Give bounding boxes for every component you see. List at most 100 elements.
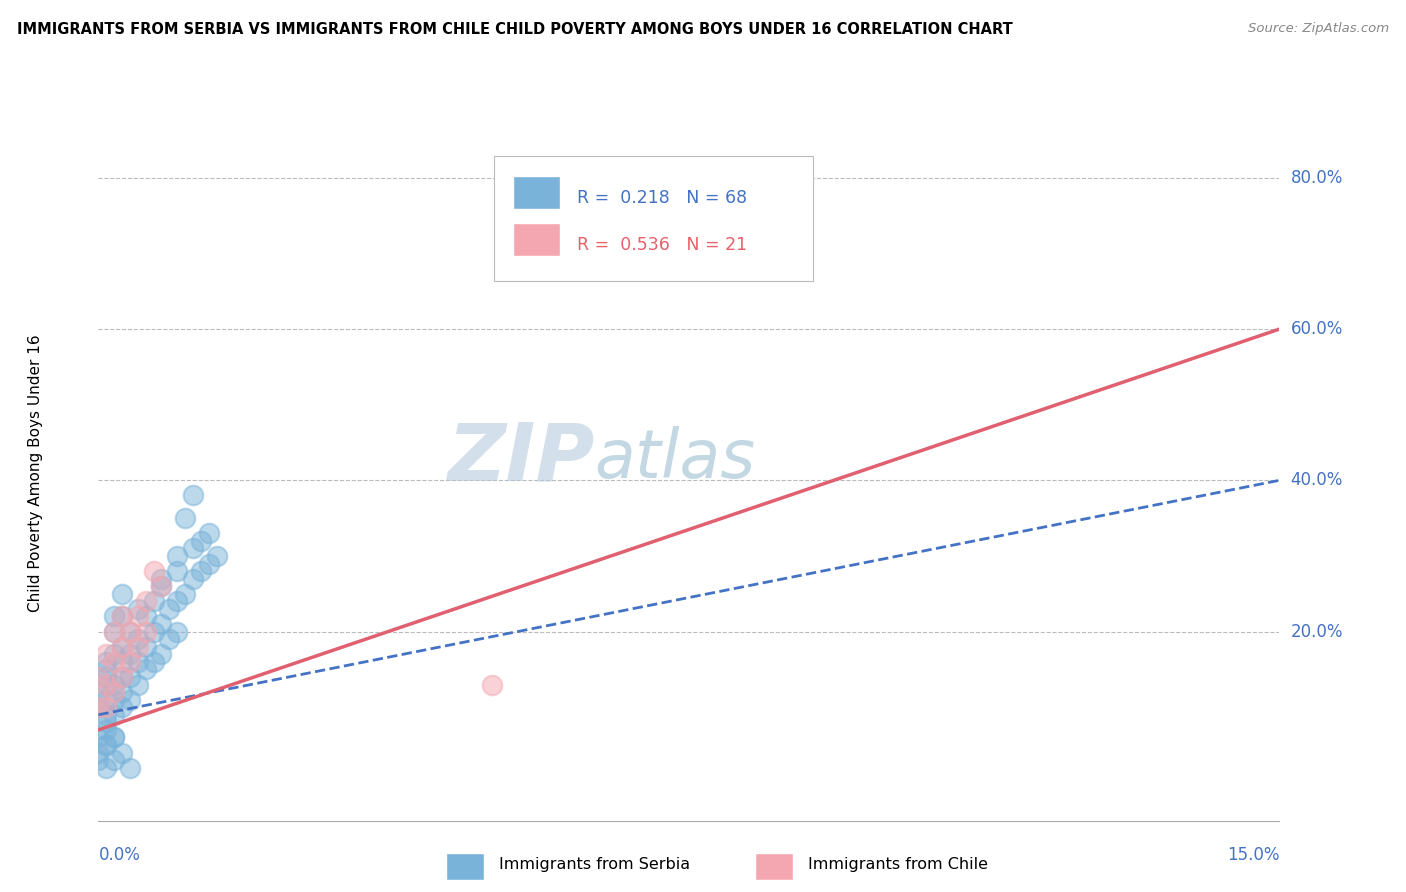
Point xyxy=(87,685,110,699)
Point xyxy=(103,624,125,639)
Point xyxy=(142,655,165,669)
Point xyxy=(103,677,125,691)
Point xyxy=(87,746,110,760)
Point xyxy=(96,738,118,752)
Text: Immigrants from Serbia: Immigrants from Serbia xyxy=(499,857,690,871)
Point xyxy=(150,647,173,661)
Text: 60.0%: 60.0% xyxy=(1291,320,1343,338)
Text: 80.0%: 80.0% xyxy=(1291,169,1343,186)
Point xyxy=(135,594,157,608)
Text: 40.0%: 40.0% xyxy=(1291,471,1343,490)
Point xyxy=(111,640,134,654)
Point xyxy=(96,662,118,676)
Point xyxy=(96,692,118,706)
Point xyxy=(103,685,125,699)
Point xyxy=(166,624,188,639)
Point xyxy=(96,677,118,691)
Point xyxy=(181,541,204,556)
Point xyxy=(135,624,157,639)
Point xyxy=(118,670,141,684)
Point xyxy=(96,647,118,661)
Point xyxy=(111,746,134,760)
FancyBboxPatch shape xyxy=(513,176,560,209)
Point xyxy=(96,715,118,730)
Point xyxy=(205,549,228,563)
Text: R =  0.218   N = 68: R = 0.218 N = 68 xyxy=(576,188,747,207)
Point xyxy=(181,572,204,586)
Point xyxy=(127,640,149,654)
Text: Source: ZipAtlas.com: Source: ZipAtlas.com xyxy=(1249,22,1389,36)
Point xyxy=(96,670,118,684)
Point xyxy=(103,692,125,706)
Point xyxy=(103,647,125,661)
Point xyxy=(103,731,125,745)
Point xyxy=(103,609,125,624)
Point xyxy=(96,700,118,714)
Point xyxy=(197,526,219,541)
Point xyxy=(118,624,141,639)
Point xyxy=(111,700,134,714)
Point xyxy=(142,624,165,639)
Point xyxy=(142,564,165,578)
Point xyxy=(111,587,134,601)
Point xyxy=(150,579,173,593)
FancyBboxPatch shape xyxy=(513,223,560,256)
Point xyxy=(197,557,219,571)
Point xyxy=(96,707,118,722)
Point xyxy=(103,624,125,639)
Point xyxy=(96,723,118,737)
Point xyxy=(111,609,134,624)
Point xyxy=(166,594,188,608)
Point xyxy=(87,731,110,745)
Point xyxy=(638,261,661,276)
Point xyxy=(87,700,110,714)
Point xyxy=(87,670,110,684)
Text: ZIP: ZIP xyxy=(447,420,595,498)
Point xyxy=(111,655,134,669)
Point xyxy=(190,564,212,578)
Point xyxy=(174,511,197,525)
Point xyxy=(118,647,141,661)
Point xyxy=(166,549,188,563)
Point xyxy=(127,609,149,624)
Point xyxy=(181,488,204,502)
Point xyxy=(142,594,165,608)
Point xyxy=(127,632,149,647)
Point xyxy=(150,579,173,593)
Point xyxy=(118,692,141,706)
Text: 15.0%: 15.0% xyxy=(1227,846,1279,863)
Point xyxy=(481,677,503,691)
Point xyxy=(96,655,118,669)
Point xyxy=(157,602,180,616)
Point xyxy=(157,632,180,647)
Text: atlas: atlas xyxy=(595,425,755,491)
Point xyxy=(103,707,125,722)
Point xyxy=(103,753,125,767)
Point xyxy=(111,670,134,684)
Point xyxy=(103,655,125,669)
Point xyxy=(127,602,149,616)
Text: Immigrants from Chile: Immigrants from Chile xyxy=(808,857,988,871)
Point xyxy=(87,700,110,714)
Point xyxy=(118,624,141,639)
Point xyxy=(103,731,125,745)
Point xyxy=(118,761,141,775)
Point xyxy=(111,685,134,699)
Point xyxy=(174,587,197,601)
Point xyxy=(96,761,118,775)
Text: IMMIGRANTS FROM SERBIA VS IMMIGRANTS FROM CHILE CHILD POVERTY AMONG BOYS UNDER 1: IMMIGRANTS FROM SERBIA VS IMMIGRANTS FRO… xyxy=(17,22,1012,37)
Point xyxy=(127,655,149,669)
Point xyxy=(111,670,134,684)
Point xyxy=(135,609,157,624)
Point xyxy=(87,753,110,767)
Point xyxy=(190,533,212,548)
Point xyxy=(166,564,188,578)
Text: 0.0%: 0.0% xyxy=(98,846,141,863)
FancyBboxPatch shape xyxy=(494,156,813,281)
Text: Child Poverty Among Boys Under 16: Child Poverty Among Boys Under 16 xyxy=(28,334,44,612)
Point xyxy=(135,662,157,676)
Point xyxy=(150,572,173,586)
Point xyxy=(111,609,134,624)
Point xyxy=(96,738,118,752)
Point xyxy=(127,677,149,691)
